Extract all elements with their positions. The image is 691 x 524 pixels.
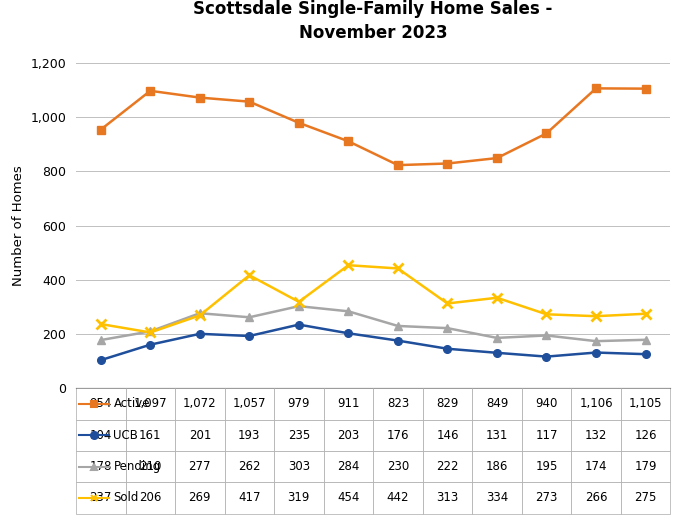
- Text: Sold: Sold: [113, 492, 139, 505]
- Text: Pending: Pending: [113, 460, 161, 473]
- Text: UCB: UCB: [113, 429, 138, 442]
- Y-axis label: Number of Homes: Number of Homes: [12, 165, 25, 286]
- Text: Scottsdale Single-Family Home Sales -
November 2023: Scottsdale Single-Family Home Sales - No…: [193, 1, 553, 42]
- Text: Active: Active: [113, 398, 150, 410]
